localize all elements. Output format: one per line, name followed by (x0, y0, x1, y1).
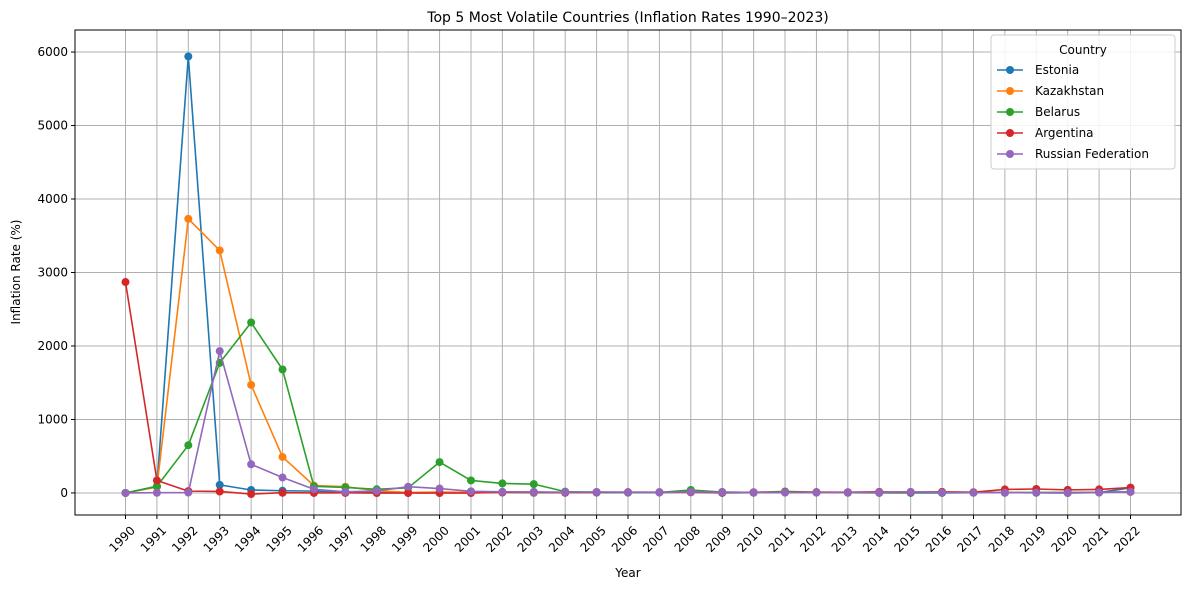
data-point-russian-federation (812, 488, 821, 497)
data-point-argentina (247, 490, 256, 499)
legend-marker (1006, 87, 1014, 95)
y-tick-label: 2000 (37, 339, 68, 353)
y-tick-label: 1000 (37, 412, 68, 426)
data-point-belarus (498, 479, 507, 488)
data-point-russian-federation (592, 487, 601, 496)
data-point-russian-federation (938, 488, 947, 497)
data-point-russian-federation (121, 488, 130, 497)
data-point-russian-federation (1032, 488, 1041, 497)
y-tick-label: 4000 (37, 192, 68, 206)
data-point-belarus (529, 480, 538, 489)
data-point-russian-federation (655, 488, 664, 497)
legend-entry-argentina: Argentina (997, 126, 1094, 140)
legend-label: Russian Federation (1035, 147, 1149, 161)
data-point-russian-federation (686, 487, 695, 496)
data-point-estonia (215, 480, 224, 489)
data-point-russian-federation (718, 488, 727, 497)
legend-label: Estonia (1035, 63, 1079, 77)
series-russian-federation (121, 347, 1135, 497)
data-point-russian-federation (184, 488, 193, 497)
legend-entry-estonia: Estonia (997, 63, 1079, 77)
data-point-belarus (152, 482, 161, 491)
data-point-russian-federation (278, 473, 287, 482)
data-point-belarus (184, 441, 193, 450)
y-tick-label: 0 (60, 486, 68, 500)
data-point-russian-federation (561, 488, 570, 497)
chart-title: Top 5 Most Volatile Countries (Inflation… (426, 10, 828, 26)
data-point-russian-federation (1095, 488, 1104, 497)
data-point-russian-federation (372, 486, 381, 495)
data-point-russian-federation (247, 460, 256, 469)
legend: Country Estonia Kazakhstan Belarus Argentin… (990, 34, 1176, 170)
data-point-argentina (121, 278, 130, 287)
data-point-russian-federation (906, 487, 915, 496)
data-point-russian-federation (152, 488, 161, 497)
data-point-russian-federation (1126, 487, 1135, 496)
data-point-kazakhstan (215, 246, 224, 255)
grid (75, 30, 1181, 515)
series-lines (121, 52, 1135, 499)
legend-label: Kazakhstan (1035, 84, 1104, 98)
data-point-kazakhstan (184, 214, 193, 223)
legend-entry-russian-federation: Russian Federation (997, 147, 1149, 161)
data-point-argentina (404, 489, 413, 498)
data-point-belarus (278, 365, 287, 374)
data-point-russian-federation (435, 484, 444, 493)
legend-marker (1006, 108, 1014, 116)
data-point-russian-federation (529, 487, 538, 496)
data-point-russian-federation (1000, 488, 1009, 497)
data-point-russian-federation (498, 487, 507, 496)
legend-entry-belarus: Belarus (997, 105, 1080, 119)
legend-title: Country (1059, 43, 1107, 57)
data-point-belarus (247, 318, 256, 327)
data-point-russian-federation (749, 488, 758, 497)
legend-entry-kazakhstan: Kazakhstan (997, 84, 1104, 98)
data-point-argentina (215, 487, 224, 496)
data-point-russian-federation (969, 488, 978, 497)
legend-marker (1006, 129, 1014, 137)
y-tick-label: 3000 (37, 266, 68, 280)
x-axis-label: Year (614, 566, 640, 580)
data-point-russian-federation (215, 347, 224, 356)
data-point-russian-federation (404, 482, 413, 491)
data-point-kazakhstan (247, 380, 256, 389)
y-axis-ticks: 0 1000 2000 3000 4000 5000 6000 (37, 45, 75, 500)
data-point-belarus (466, 476, 475, 485)
data-point-russian-federation (781, 488, 790, 497)
data-point-kazakhstan (278, 452, 287, 461)
data-point-russian-federation (624, 488, 632, 497)
y-tick-label: 6000 (37, 45, 68, 59)
legend-entries: Estonia Kazakhstan Belarus Argentina Russian… (997, 63, 1149, 161)
y-axis-label: Inflation Rate (%) (9, 220, 23, 325)
data-point-russian-federation (875, 488, 884, 497)
data-point-russian-federation (466, 487, 475, 496)
data-point-argentina (278, 488, 287, 497)
legend-label: Belarus (1035, 105, 1080, 119)
data-point-argentina (152, 476, 161, 485)
data-point-russian-federation (843, 488, 852, 497)
legend-label: Argentina (1035, 126, 1094, 140)
data-point-russian-federation (341, 487, 350, 496)
legend-marker (1006, 66, 1014, 74)
legend-box (990, 34, 1176, 170)
data-point-russian-federation (1063, 488, 1072, 497)
y-tick-label: 5000 (37, 119, 68, 133)
legend-marker (1006, 150, 1014, 158)
data-point-belarus (435, 458, 444, 467)
data-point-russian-federation (309, 485, 318, 494)
data-point-estonia (184, 52, 193, 61)
